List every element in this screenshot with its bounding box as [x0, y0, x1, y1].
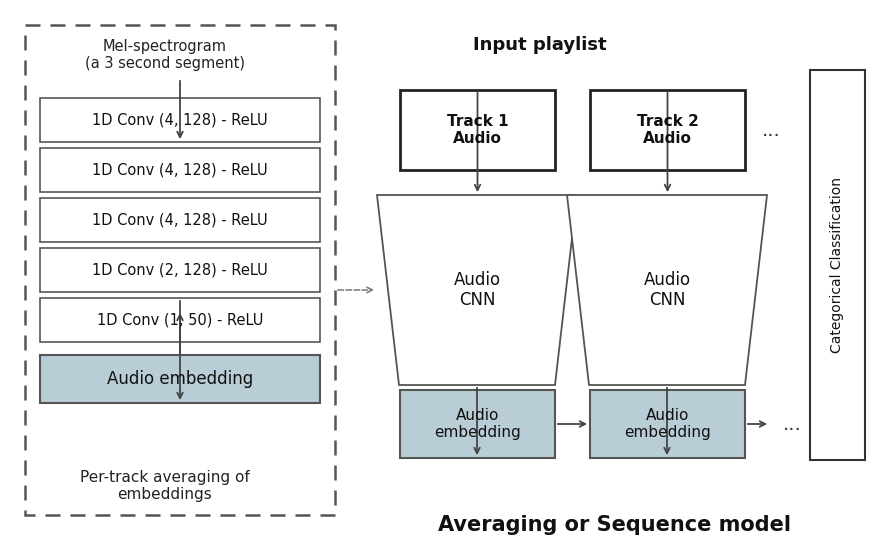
Text: Categorical Classification: Categorical Classification — [830, 177, 844, 353]
Text: 1D Conv (4, 128) - ReLU: 1D Conv (4, 128) - ReLU — [92, 212, 268, 228]
Text: Track 1
Audio: Track 1 Audio — [447, 114, 508, 146]
Text: Input playlist: Input playlist — [473, 36, 607, 54]
Text: Audio
embedding: Audio embedding — [624, 408, 711, 440]
Bar — [400, 90, 555, 170]
Text: Mel-spectrogram
(a 3 second segment): Mel-spectrogram (a 3 second segment) — [85, 39, 245, 71]
Bar — [40, 355, 320, 403]
Bar — [40, 98, 320, 142]
Text: 1D Conv (4, 128) - ReLU: 1D Conv (4, 128) - ReLU — [92, 163, 268, 177]
Polygon shape — [377, 195, 577, 385]
Text: 1D Conv (4, 128) - ReLU: 1D Conv (4, 128) - ReLU — [92, 112, 268, 128]
Text: ...: ... — [762, 121, 781, 139]
Bar — [40, 298, 320, 342]
Bar — [810, 70, 865, 460]
Text: Averaging or Sequence model: Averaging or Sequence model — [439, 515, 791, 535]
Bar — [40, 248, 320, 292]
Bar — [400, 390, 555, 458]
Text: ...: ... — [783, 414, 802, 434]
Text: 1D Conv (1, 50) - ReLU: 1D Conv (1, 50) - ReLU — [97, 312, 263, 328]
Polygon shape — [567, 195, 767, 385]
Text: Audio
CNN: Audio CNN — [644, 271, 691, 310]
Text: 1D Conv (2, 128) - ReLU: 1D Conv (2, 128) - ReLU — [92, 263, 268, 277]
Text: Audio
CNN: Audio CNN — [454, 271, 501, 310]
Bar — [590, 90, 745, 170]
Text: Audio embedding: Audio embedding — [107, 370, 253, 388]
Bar — [40, 148, 320, 192]
Text: Per-track averaging of
embeddings: Per-track averaging of embeddings — [80, 470, 250, 502]
Bar — [590, 390, 745, 458]
Bar — [40, 198, 320, 242]
Text: Audio
embedding: Audio embedding — [434, 408, 521, 440]
Text: Track 2
Audio: Track 2 Audio — [637, 114, 699, 146]
